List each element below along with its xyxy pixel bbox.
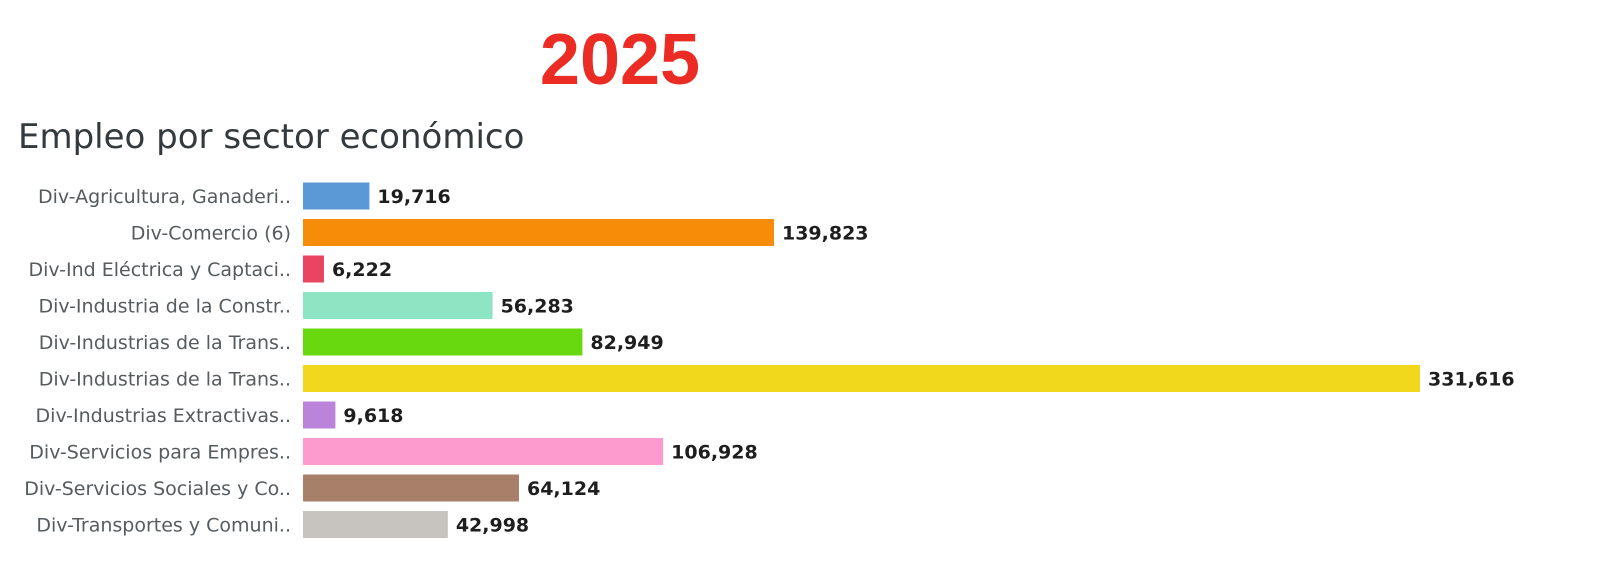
category-label: Div-Servicios para Empres.. [29,442,291,464]
bar[interactable] [303,438,664,465]
value-label: 42,998 [456,515,529,537]
bars [303,182,1420,538]
bar[interactable] [303,401,336,429]
bar[interactable] [303,474,519,502]
bar[interactable] [303,219,774,246]
value-label: 19,716 [377,186,450,208]
category-label: Div-Industrias de la Trans.. [39,332,291,354]
category-label: Div-Agricultura, Ganaderi.. [38,186,291,208]
bar[interactable] [303,292,493,319]
year-heading: 2025 [539,20,701,100]
value-labels: 19,716 139,823 6,222 56,283 82,949 331,616 9,6… [332,186,1515,537]
category-label: Div-Servicios Sociales y Co.. [24,478,291,500]
bar[interactable] [303,182,370,210]
value-label: 331,616 [1428,369,1515,391]
category-label: Div-Transportes y Comuni.. [36,515,291,537]
bar[interactable] [303,511,448,538]
category-label: Div-Industria de la Constr.. [38,296,291,318]
category-label: Div-Industrias Extractivas.. [36,405,291,427]
category-labels: Div-Agricultura, Ganaderi.. Div-Comercio … [24,186,291,537]
value-label: 82,949 [590,332,663,354]
value-label: 56,283 [501,296,574,318]
value-label: 139,823 [782,223,869,245]
category-label: Div-Comercio (6) [131,223,291,245]
value-label: 9,618 [343,405,403,427]
category-label: Div-Industrias de la Trans.. [39,369,291,391]
value-label: 106,928 [671,442,758,464]
value-label: 64,124 [527,478,600,500]
bar[interactable] [303,328,583,356]
chart-title: Empleo por sector económico [18,117,525,157]
bar[interactable] [303,255,324,283]
bar[interactable] [303,365,1420,392]
value-label: 6,222 [332,259,392,281]
category-label: Div-Ind Eléctrica y Captaci.. [29,259,291,281]
